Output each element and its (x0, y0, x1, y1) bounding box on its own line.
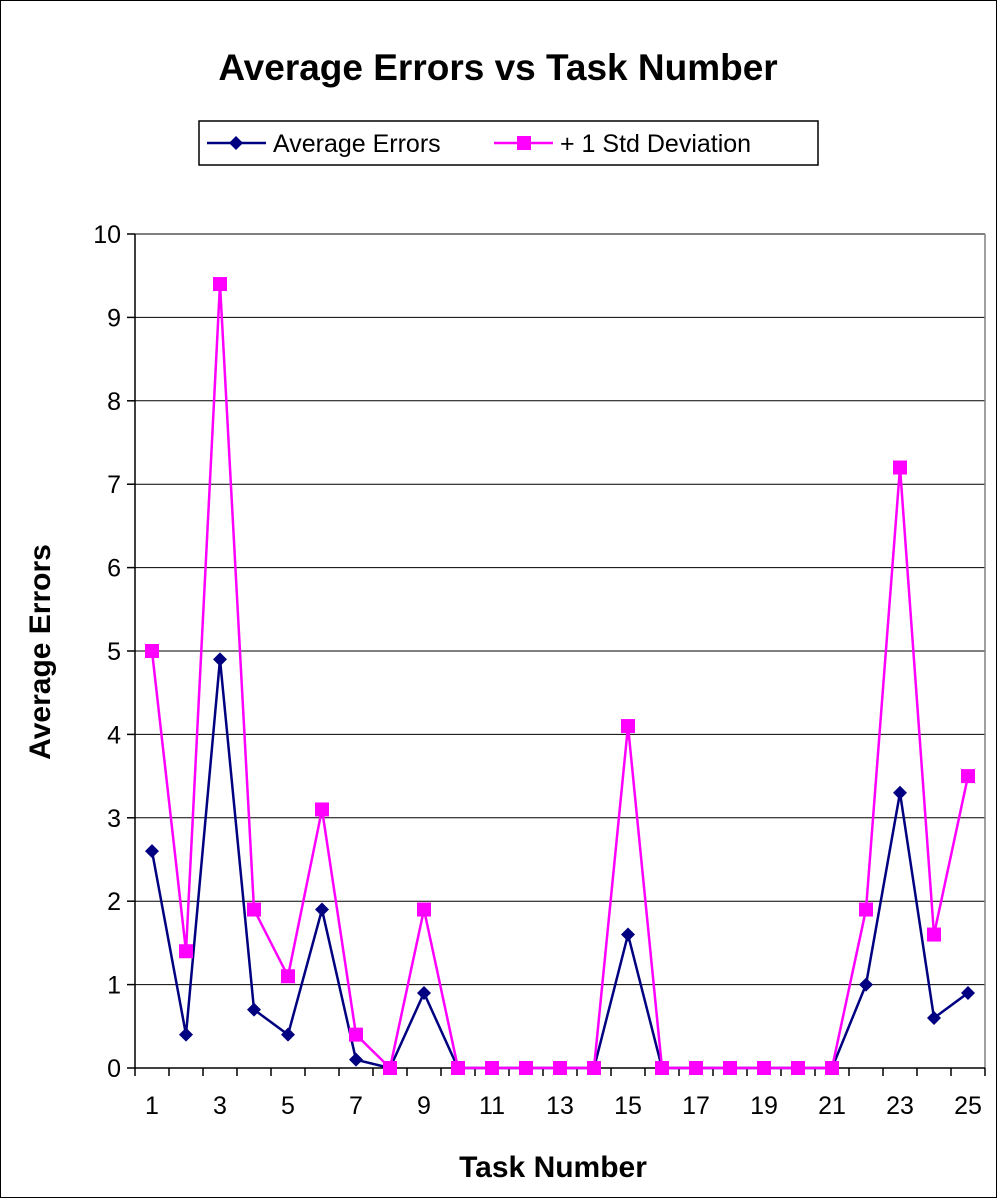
y-tick-label: 1 (107, 972, 121, 1000)
legend-marker-std-deviation (517, 136, 531, 150)
x-tick-label: 21 (818, 1092, 846, 1120)
series-layer (145, 277, 975, 1075)
data-point-1-std-deviation (927, 927, 941, 942)
legend-marker-average-errors (229, 136, 243, 150)
x-tick-label: 5 (281, 1092, 295, 1120)
y-axis-title: Average Errors (24, 544, 57, 760)
legend-label-average-errors: Average Errors (273, 130, 441, 158)
y-tick-label: 0 (107, 1055, 121, 1083)
data-point-average-errors (315, 902, 329, 917)
data-point-1-std-deviation (145, 644, 159, 658)
data-point-1-std-deviation (791, 1061, 805, 1075)
data-point-1-std-deviation (485, 1061, 499, 1075)
data-point-1-std-deviation (247, 902, 261, 917)
x-tick-label: 1 (145, 1092, 159, 1120)
data-point-1-std-deviation (587, 1061, 601, 1075)
data-point-1-std-deviation (621, 719, 635, 734)
data-point-1-std-deviation (519, 1061, 533, 1075)
data-point-1-std-deviation (417, 902, 431, 917)
data-point-1-std-deviation (655, 1061, 669, 1075)
gridlines (135, 233, 985, 986)
data-point-1-std-deviation (349, 1027, 363, 1042)
data-point-1-std-deviation (213, 277, 227, 292)
data-point-average-errors (893, 785, 907, 800)
x-tick-label: 7 (349, 1092, 363, 1120)
y-tick-label: 5 (107, 638, 121, 666)
y-tick-label: 9 (107, 304, 121, 332)
x-tick-label: 11 (479, 1092, 505, 1120)
x-tick-label: 15 (614, 1092, 642, 1120)
series-line-1-std-deviation (150, 283, 970, 1071)
y-tick-label: 3 (107, 805, 121, 833)
x-tick-label: 3 (213, 1092, 227, 1120)
data-point-1-std-deviation (859, 902, 873, 917)
y-tick-label: 4 (107, 721, 121, 749)
data-point-1-std-deviation (553, 1061, 567, 1075)
data-point-1-std-deviation (961, 769, 975, 784)
y-tick-label: 7 (107, 471, 121, 499)
data-point-1-std-deviation (689, 1061, 703, 1075)
data-point-average-errors (927, 1010, 941, 1025)
data-point-average-errors (179, 1027, 193, 1042)
y-tick-label: 8 (107, 388, 121, 416)
x-tick-label: 17 (682, 1092, 710, 1120)
data-point-1-std-deviation (825, 1061, 839, 1075)
data-point-1-std-deviation (893, 460, 907, 475)
chart-legend: Average Errors + 1 Std Deviation (198, 120, 819, 166)
x-tick-label: 23 (886, 1092, 914, 1120)
data-point-average-errors (621, 927, 635, 942)
y-axis-ticks: 0 1 2 3 4 5 6 7 8 9 10 (93, 221, 135, 1083)
data-point-1-std-deviation (179, 944, 193, 959)
x-tick-label: 9 (417, 1092, 431, 1120)
data-point-1-std-deviation (281, 969, 295, 984)
data-point-average-errors (281, 1027, 295, 1042)
data-point-1-std-deviation (723, 1061, 737, 1075)
data-point-1-std-deviation (383, 1061, 397, 1075)
data-point-average-errors (213, 652, 227, 667)
y-tick-label: 6 (107, 555, 121, 583)
data-point-average-errors (349, 1052, 363, 1067)
chart-title: Average Errors vs Task Number (218, 47, 777, 88)
y-tick-label: 10 (93, 221, 121, 249)
data-point-1-std-deviation (451, 1061, 465, 1075)
data-point-average-errors (247, 1002, 261, 1017)
x-tick-label: 19 (750, 1092, 778, 1120)
x-axis-ticks: 1 3 5 7 9 11 13 15 17 19 21 23 25 (134, 1068, 986, 1120)
x-tick-label: 13 (546, 1092, 574, 1120)
data-point-1-std-deviation (757, 1061, 771, 1075)
x-axis-title: Task Number (459, 1151, 647, 1184)
data-point-average-errors (961, 985, 975, 1000)
data-point-1-std-deviation (315, 802, 329, 817)
data-point-average-errors (417, 985, 431, 1000)
y-tick-label: 2 (107, 888, 121, 916)
legend-label-std-deviation: + 1 Std Deviation (560, 130, 751, 158)
data-point-average-errors (145, 844, 159, 859)
x-tick-label: 25 (954, 1092, 982, 1120)
data-point-average-errors (859, 977, 873, 992)
